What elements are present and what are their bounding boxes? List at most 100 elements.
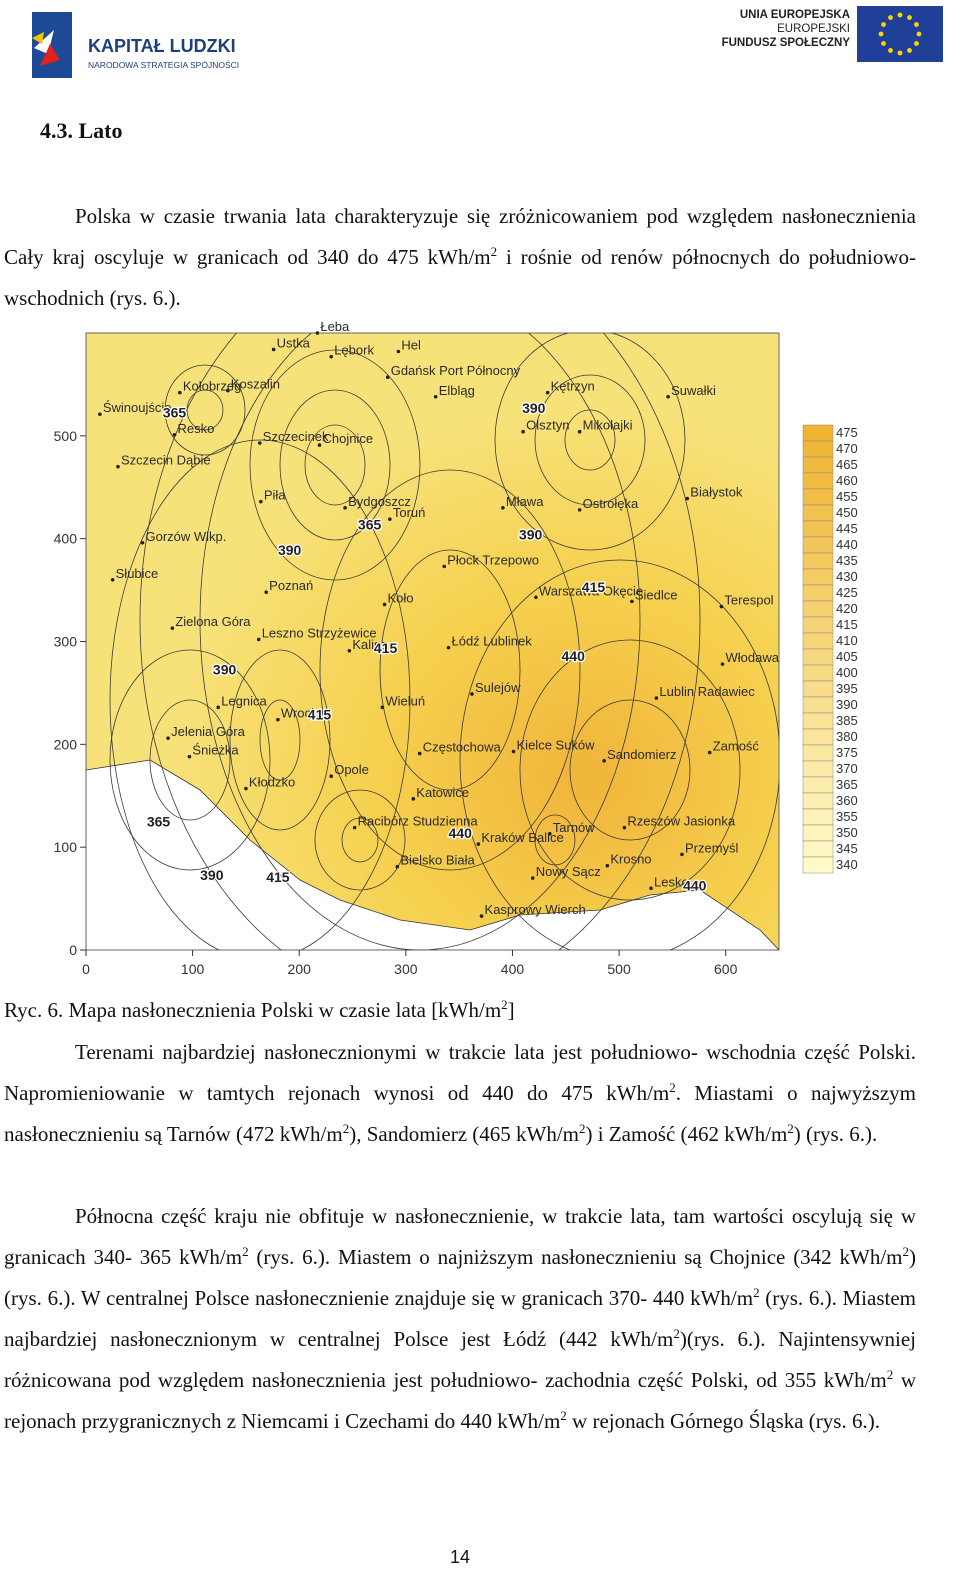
contour-label: 440 xyxy=(683,877,707,893)
city-point xyxy=(602,758,606,763)
legend-label: 400 xyxy=(836,665,858,680)
city-point xyxy=(577,429,582,434)
city-label: Suwałki xyxy=(671,383,716,398)
text-run: )(rys. 6.). Najintensywniej różnicowana … xyxy=(4,1327,916,1392)
legend-label: 415 xyxy=(836,617,858,632)
legend-swatch xyxy=(802,472,834,490)
y-tick-label: 300 xyxy=(54,634,78,650)
legend-swatch xyxy=(802,664,834,682)
city-point xyxy=(382,602,387,607)
text-run: (rys. 6.). Miastem o najniższym nasłonec… xyxy=(248,1245,903,1269)
city-label: Szczecin Dąbie xyxy=(121,453,211,468)
city-point xyxy=(347,648,352,653)
text-run: ] xyxy=(507,998,515,1022)
legend-swatch xyxy=(802,568,834,586)
legend-label: 460 xyxy=(836,473,858,488)
legend-swatch xyxy=(802,776,834,794)
city-point xyxy=(216,705,221,710)
city-label: Lublin Radawiec xyxy=(659,684,755,699)
superscript: 2 xyxy=(242,1244,249,1259)
city-label: Piła xyxy=(264,488,286,503)
x-tick-label: 400 xyxy=(501,961,525,977)
legend-swatch xyxy=(802,424,834,442)
city-point xyxy=(395,864,400,869)
logo-left: KAPITAŁ LUDZKI NARODOWA STRATEGIA SPÓJNO… xyxy=(30,8,260,82)
city-label: Śnieżka xyxy=(192,743,239,758)
city-point xyxy=(649,886,653,891)
map-figure: 0 100 200 300 400 500 600 0 100 200 300 400 500 Łeba U… xyxy=(54,320,858,977)
legend-swatch xyxy=(802,792,834,810)
legend-label: 440 xyxy=(836,537,858,552)
city-label: Zamość xyxy=(713,739,760,754)
city-point xyxy=(244,786,248,791)
city-label: Gdańsk Port Północny xyxy=(391,363,521,378)
city-label: Legnica xyxy=(221,693,267,708)
city-label: Włodawa xyxy=(725,650,779,665)
city-label: Kętrzyn xyxy=(551,379,595,394)
city-point xyxy=(317,443,322,447)
city-point xyxy=(329,354,334,359)
contour-label: 365 xyxy=(358,516,382,532)
paragraph: Północna część kraju nie obfituje w nasł… xyxy=(4,1196,916,1442)
text-run: ), Sandomierz (465 kWh/m xyxy=(349,1122,579,1146)
city-point xyxy=(271,347,276,352)
x-tick-label: 600 xyxy=(714,961,738,977)
city-label: Sandomierz xyxy=(607,747,676,762)
city-point xyxy=(187,754,192,759)
city-label: Poznań xyxy=(269,578,313,593)
city-label: Elbląg xyxy=(439,383,475,398)
legend-label: 465 xyxy=(836,457,858,472)
legend-label: 370 xyxy=(836,761,858,776)
superscript: 2 xyxy=(342,1121,350,1136)
legend-swatch xyxy=(802,616,834,634)
city-point xyxy=(630,599,634,604)
city-point xyxy=(433,394,438,399)
city-label: Mława xyxy=(506,494,544,509)
city-point xyxy=(685,496,690,501)
legend-swatch xyxy=(802,488,834,506)
logo-icon xyxy=(32,12,72,78)
city-label: Warszawa Okęcie xyxy=(539,583,643,598)
text-run: Ryc. 6. Mapa nasłonecznienia Polski w cz… xyxy=(4,998,502,1022)
city-point xyxy=(166,736,170,740)
city-point xyxy=(654,696,659,700)
superscript: 2 xyxy=(501,997,508,1012)
city-label: Koszalin xyxy=(231,377,280,392)
y-tick-label: 0 xyxy=(69,942,77,958)
paragraph: Terenami najbardziej nasłonecznionymi w … xyxy=(4,1032,916,1155)
city-label: Lębork xyxy=(334,343,374,358)
superscript: 2 xyxy=(753,1285,760,1300)
city-point xyxy=(707,750,712,755)
legend-label: 445 xyxy=(836,521,858,536)
legend-label: 355 xyxy=(836,809,858,824)
city-label: Sulejów xyxy=(475,680,521,695)
city-point xyxy=(172,433,177,437)
section-title: 4.3. Lato xyxy=(40,118,123,143)
city-point xyxy=(446,645,451,650)
x-tick-label: 500 xyxy=(607,961,631,977)
city-point xyxy=(116,464,120,469)
text-run: ) (rys. 6.). xyxy=(793,1122,878,1146)
legend-label: 470 xyxy=(836,441,858,456)
city-point xyxy=(256,637,261,642)
city-point xyxy=(225,388,230,393)
city-label: Toruń xyxy=(393,505,426,520)
legend-label: 420 xyxy=(836,601,858,616)
eu-flag xyxy=(857,6,943,62)
legend-label: 410 xyxy=(836,633,858,648)
city-point xyxy=(264,590,268,594)
city-point xyxy=(530,876,535,880)
legend-swatch xyxy=(802,824,834,842)
contour-label: 390 xyxy=(522,400,546,416)
legend-swatch xyxy=(802,728,834,746)
city-point xyxy=(470,692,474,696)
city-point xyxy=(380,705,385,710)
logo-line: FUNDUSZ SPOŁECZNY xyxy=(721,37,850,49)
city-point xyxy=(385,375,390,380)
legend-label: 375 xyxy=(836,745,858,760)
city-point xyxy=(396,349,401,354)
legend-swatch xyxy=(802,696,834,714)
city-label: Siedlce xyxy=(635,587,678,602)
city-label: Wrocław xyxy=(281,706,331,721)
legend-swatch xyxy=(802,504,834,522)
